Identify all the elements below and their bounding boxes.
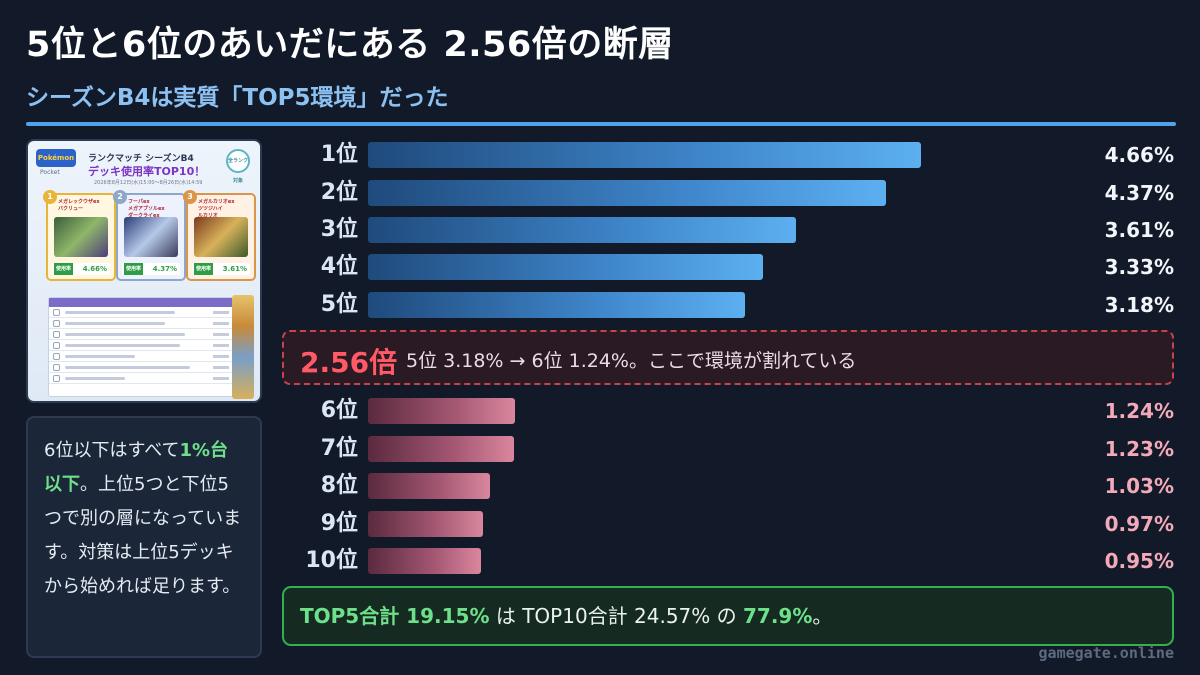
thumb-ranking-table — [48, 297, 234, 397]
all-rank-badge: 全ランク対象 — [226, 149, 250, 184]
bar-rank-8 — [368, 473, 490, 499]
rank-label-1: 1位 — [320, 142, 358, 167]
rank-label-4: 4位 — [320, 254, 358, 279]
thumb-heading: ランクマッチ シーズンB4 — [88, 154, 194, 164]
value-label-5: 3.18% — [1104, 293, 1174, 317]
card-rank: 3 — [183, 190, 197, 204]
note-highlight: 1%台以下 — [44, 440, 229, 495]
value-label-10: 0.95% — [1104, 549, 1174, 573]
card-usage: 使用率 4.37% — [122, 263, 180, 275]
thumb-card-1: 1 メガレックウザex バクリュー 使用率 4.66% — [43, 190, 116, 281]
thumb-card-3: 3 メガルカリオex ツツジハイ ルカリオ 使用率 3.61% — [183, 190, 256, 281]
pokemon-logo: Pokémon — [36, 149, 76, 167]
bar-rank-2 — [368, 180, 886, 206]
summary-mid: は TOP10合計 24.57% の — [489, 604, 743, 628]
value-label-8: 1.03% — [1104, 474, 1174, 498]
thumb-card-2: 2 フーパex メガアブソルex ダークライex 使用率 4.37% — [113, 190, 186, 281]
card-usage: 使用率 4.66% — [52, 263, 110, 275]
gap-multiplier: 2.56倍 — [300, 346, 398, 379]
summary-ratio: 77.9% — [743, 604, 813, 628]
thumb-title: デッキ使用率TOP10！ — [88, 165, 206, 178]
rank-label-2: 2位 — [320, 180, 358, 205]
card-deck-name: メガレックウザex バクリュー — [58, 199, 100, 212]
page-subtitle: シーズンB4は実質「TOP5環境」だった — [26, 85, 449, 111]
thumb-table-header — [49, 298, 233, 307]
rank-label-5: 5位 — [320, 292, 358, 317]
summary-box: TOP5合計 19.15% は TOP10合計 24.57% の 77.9%。 — [282, 586, 1174, 646]
summary-tail: 。 — [812, 604, 833, 628]
card-art — [54, 217, 108, 257]
rank-label-6: 6位 — [320, 398, 358, 423]
table-row — [49, 373, 233, 384]
table-row — [49, 329, 233, 340]
value-label-3: 3.61% — [1104, 218, 1174, 242]
card-deck-name: メガルカリオex ツツジハイ ルカリオ — [198, 199, 235, 219]
card-art — [194, 217, 248, 257]
card-usage-label: 使用率 — [54, 263, 74, 275]
thumb-dates: 2026年8月12日(水)15:00〜8月26日(水)14:59 — [94, 180, 203, 186]
value-label-2: 4.37% — [1104, 181, 1174, 205]
table-row — [49, 318, 233, 329]
card-usage-value: 3.61% — [222, 265, 247, 273]
card-rank: 2 — [113, 190, 127, 204]
insight-note: 6位以下はすべて1%台以下。上位5つと下位5つで別の層になっています。対策は上位… — [26, 416, 262, 658]
bar-rank-4 — [368, 254, 763, 280]
bar-rank-6 — [368, 398, 515, 424]
summary-lead: TOP5合計 19.15% — [300, 604, 490, 628]
card-usage-value: 4.37% — [152, 265, 177, 273]
logo-subtext: Pocket — [40, 169, 60, 176]
table-row — [49, 362, 233, 373]
card-usage: 使用率 3.61% — [192, 263, 250, 275]
thumb-card-strip — [232, 295, 254, 399]
card-usage-value: 4.66% — [82, 265, 107, 273]
table-row — [49, 307, 233, 318]
gap-description: 5位 3.18% → 6位 1.24%。ここで環境が割れている — [406, 350, 857, 372]
gap-callout: 2.56倍 5位 3.18% → 6位 1.24%。ここで環境が割れている — [282, 330, 1174, 385]
title-divider — [26, 122, 1176, 126]
note-text-2: 。上位5つと下位5つで別の層になっています。対策は上位5デッキから始めれば足りま… — [44, 474, 242, 597]
site-credit: gamegate.online — [1038, 644, 1174, 662]
bar-rank-7 — [368, 436, 514, 462]
rank-label-8: 8位 — [320, 473, 358, 498]
note-text-1: 6位以下はすべて — [44, 440, 180, 461]
value-label-6: 1.24% — [1104, 399, 1174, 423]
infographic-thumbnail: Pokémon Pocket ランクマッチ シーズンB4 デッキ使用率TOP10… — [26, 139, 262, 403]
bar-rank-1 — [368, 142, 921, 168]
rank-label-9: 9位 — [320, 511, 358, 536]
value-label-1: 4.66% — [1104, 143, 1174, 167]
page-title: 5位と6位のあいだにある 2.56倍の断層 — [26, 25, 674, 65]
table-row — [49, 351, 233, 362]
bar-rank-9 — [368, 511, 483, 537]
value-label-9: 0.97% — [1104, 512, 1174, 536]
table-row — [49, 340, 233, 351]
card-rank: 1 — [43, 190, 57, 204]
value-label-7: 1.23% — [1104, 437, 1174, 461]
card-deck-name: フーパex メガアブソルex ダークライex — [128, 199, 165, 219]
value-label-4: 3.33% — [1104, 255, 1174, 279]
bar-rank-3 — [368, 217, 796, 243]
rank-label-10: 10位 — [305, 548, 358, 573]
bar-rank-10 — [368, 548, 481, 574]
bar-rank-5 — [368, 292, 745, 318]
rank-label-3: 3位 — [320, 217, 358, 242]
rank-label-7: 7位 — [320, 436, 358, 461]
card-usage-label: 使用率 — [194, 263, 214, 275]
card-usage-label: 使用率 — [124, 263, 144, 275]
card-art — [124, 217, 178, 257]
